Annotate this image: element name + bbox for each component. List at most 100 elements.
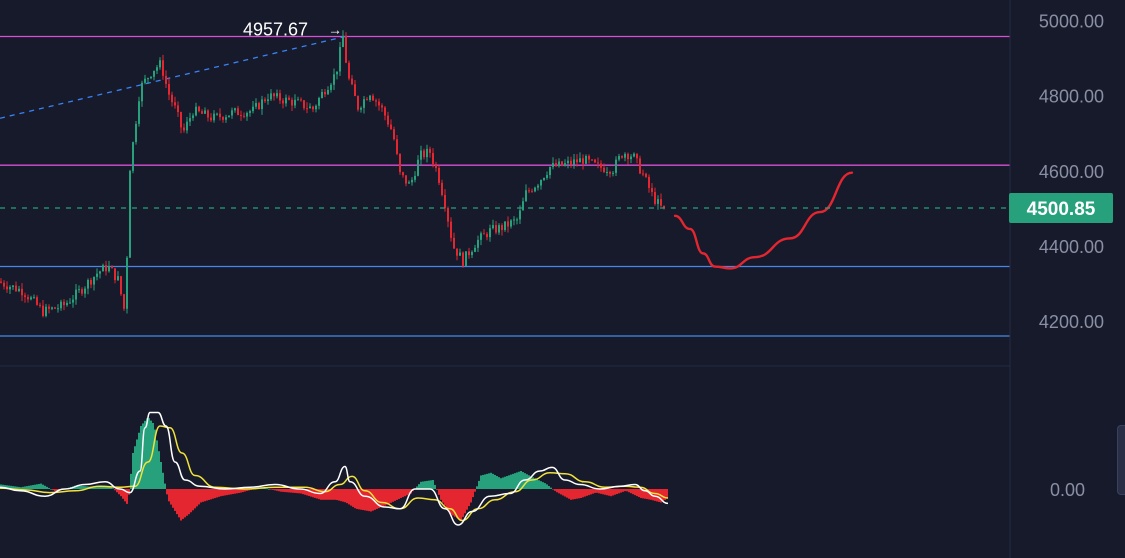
histogram-bar [160,462,162,489]
histogram-bar [582,489,584,498]
histogram-bar [436,489,438,490]
histogram-bar [230,489,232,495]
histogram-bar [32,485,34,489]
histogram-bar [196,489,198,507]
histogram-bar [554,489,556,491]
candle-body [573,159,575,165]
candle-body [603,167,605,173]
histogram-bar [324,489,326,500]
histogram-bar [246,489,248,491]
candle-body [378,101,380,106]
candle-body [117,276,119,281]
histogram-bar [46,486,48,489]
candle-body [258,103,260,110]
price-axis[interactable]: 5000.00 4800.00 4600.00 4400.00 4200.00 [1039,12,1104,332]
histogram-bar [532,477,534,489]
candle-body [108,266,110,272]
candle-body [429,148,431,153]
candle-body [591,159,593,161]
candle-body [465,251,467,266]
histogram-bar [228,489,230,495]
histogram-bar [600,489,602,494]
candle-body [186,121,188,131]
histogram-bar [394,489,396,501]
histogram-bar [282,489,284,492]
panel-resize-handle[interactable] [1117,425,1125,495]
candle-body [207,110,209,118]
candle-body [156,67,158,71]
projection-path[interactable] [673,171,854,270]
histogram-bar [272,489,274,490]
histogram-bar [588,489,590,496]
histogram-bar [632,489,634,495]
candle-body [33,297,35,299]
histogram-bar [10,485,12,489]
candle-body [120,276,122,295]
candle-body [60,301,62,309]
candle-body [246,112,248,117]
candle-body [510,220,512,227]
candlestick-series [0,30,665,318]
histogram-bar [28,485,30,489]
histogram-bar [370,489,372,512]
candle-body [159,60,161,68]
horizontal-levels[interactable] [0,35,1010,337]
histogram-bar [98,487,100,489]
histogram-bar [492,473,494,489]
histogram-bar [484,474,486,489]
histogram-bar [328,489,330,500]
candle-body [363,99,365,108]
candle-body [345,35,347,63]
histogram-bar [610,489,612,497]
candle-body [336,71,338,75]
candle-body [66,302,68,306]
histogram-bar [546,484,548,489]
histogram-bar [220,489,222,497]
histogram-bar [606,489,608,496]
histogram-bar [560,489,562,495]
candle-body [522,201,524,211]
histogram-bar [354,489,356,509]
candle-body [237,108,239,116]
candle-body [594,159,596,163]
histogram-bar [474,489,476,492]
candle-body [273,93,275,97]
candle-body [432,152,434,164]
candle-body [456,248,458,256]
histogram-bar [96,487,98,489]
histogram-bar [266,488,268,490]
histogram-bar [132,453,134,489]
histogram-bar [664,489,666,500]
histogram-bar [450,489,452,515]
histogram-bar [294,489,296,493]
histogram-bar [188,489,190,515]
candle-body [291,99,293,106]
candle-body [165,75,167,84]
histogram-bar [590,489,592,495]
histogram-bar [586,489,588,496]
candle-body [477,239,479,248]
candle-body [90,279,92,285]
candle-body [249,111,251,113]
projection-curve[interactable] [673,171,854,270]
candle-body [447,207,449,222]
candle-body [624,153,626,158]
histogram-bar [470,489,472,503]
high-price-arrow-icon: → [328,22,342,38]
candle-body [168,83,170,95]
candle-body [126,257,128,309]
histogram-bar [292,489,294,493]
candle-body [240,115,242,117]
histogram-bar [500,478,502,489]
candle-body [588,155,590,160]
histogram-bar [248,489,250,491]
candle-body [570,160,572,165]
histogram-bar [204,489,206,502]
candle-body [309,106,311,109]
high-price-label: 4957.67 [243,20,308,40]
histogram-bar [200,489,202,503]
histogram-bar [234,489,236,494]
candle-body [21,288,23,296]
candle-body [642,173,644,175]
